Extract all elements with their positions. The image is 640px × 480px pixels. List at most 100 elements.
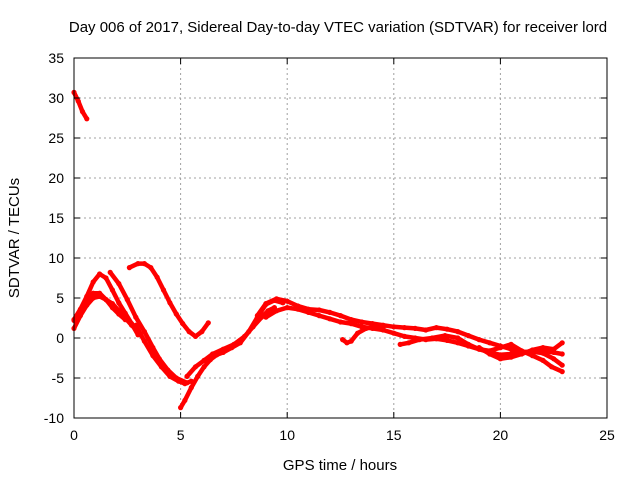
data-point — [284, 305, 290, 311]
data-point — [455, 335, 461, 341]
data-point — [455, 329, 461, 335]
data-point — [284, 298, 290, 304]
data-point — [201, 357, 207, 363]
data-point — [122, 317, 128, 323]
data-point — [107, 269, 113, 275]
data-point — [182, 397, 188, 403]
data-point — [199, 329, 205, 335]
data-point — [150, 345, 156, 351]
data-point — [344, 340, 350, 346]
data-point — [497, 345, 503, 351]
x-tick-label: 15 — [386, 427, 402, 443]
data-point — [254, 313, 260, 319]
data-point — [559, 340, 565, 346]
data-point — [90, 279, 96, 285]
data-point — [406, 340, 412, 346]
data-point — [273, 296, 280, 302]
data-point — [455, 340, 461, 346]
plot-frame — [73, 57, 608, 419]
data-point — [135, 261, 141, 267]
data-point — [391, 324, 397, 330]
data-point — [529, 353, 536, 359]
data-point — [476, 345, 482, 351]
y-tick-label: 20 — [48, 170, 64, 186]
data-point — [141, 261, 147, 267]
data-point — [210, 351, 216, 357]
data-point — [295, 306, 301, 312]
x-tick-label: 10 — [279, 427, 295, 443]
y-tick-label: 25 — [48, 130, 64, 146]
data-point — [201, 364, 207, 370]
data-point — [401, 325, 408, 331]
data-point — [103, 275, 109, 281]
data-point — [265, 308, 271, 314]
data-point — [205, 320, 211, 326]
data-point — [186, 329, 192, 335]
data-point — [551, 346, 557, 352]
data-point — [444, 337, 450, 343]
x-tick-label: 0 — [70, 427, 78, 443]
data-point — [148, 265, 154, 271]
data-point — [540, 345, 546, 351]
data-point — [84, 116, 90, 122]
data-point — [327, 309, 333, 315]
data-point — [77, 311, 83, 317]
data-point — [529, 347, 536, 353]
data-point — [348, 321, 354, 327]
data-point — [442, 333, 448, 339]
data-point — [508, 341, 514, 347]
data-point — [178, 405, 184, 411]
data-point — [327, 316, 333, 322]
data-point — [397, 341, 403, 347]
data-point — [158, 364, 164, 370]
data-point — [487, 340, 493, 346]
data-point — [150, 353, 156, 359]
data-point — [337, 319, 344, 325]
data-point — [133, 314, 139, 320]
data-point — [188, 385, 194, 391]
data-point — [508, 354, 514, 360]
data-point — [429, 335, 435, 341]
data-point — [154, 274, 160, 280]
y-tick-label: -10 — [44, 410, 64, 426]
data-point — [337, 313, 344, 319]
data-point — [220, 346, 226, 352]
data-point — [79, 109, 86, 115]
grid-lines — [74, 58, 607, 418]
data-point — [109, 287, 115, 293]
data-point — [559, 369, 565, 375]
data-points — [71, 89, 565, 411]
data-point — [75, 98, 81, 104]
data-point — [372, 324, 378, 330]
data-point — [133, 322, 139, 328]
data-point — [551, 356, 557, 362]
data-point — [273, 308, 280, 314]
data-point — [259, 314, 265, 320]
data-point — [355, 330, 361, 336]
data-series-arc-1 — [71, 90, 90, 122]
data-point — [465, 341, 471, 347]
data-point — [380, 325, 386, 331]
data-point — [116, 311, 122, 317]
y-tick-label: 0 — [56, 330, 64, 346]
x-tick-label: 5 — [177, 427, 185, 443]
data-point — [192, 333, 199, 339]
data-point — [508, 346, 514, 352]
data-point — [109, 305, 115, 311]
data-point — [103, 297, 109, 303]
data-point — [167, 300, 173, 306]
data-point — [316, 307, 322, 313]
data-point — [359, 319, 365, 325]
data-point — [242, 333, 248, 339]
y-axis-ticks: -10 -5 0 5 10 15 20 25 30 35 — [44, 50, 607, 426]
data-point — [559, 351, 565, 357]
data-point — [116, 300, 122, 306]
data-point — [540, 350, 546, 356]
x-axis-ticks: 0 5 10 15 20 25 — [70, 58, 615, 443]
y-tick-label: 30 — [48, 90, 64, 106]
x-axis-label: GPS time / hours — [283, 457, 397, 474]
data-point — [124, 297, 130, 303]
data-point — [340, 337, 346, 343]
data-point — [182, 381, 188, 387]
